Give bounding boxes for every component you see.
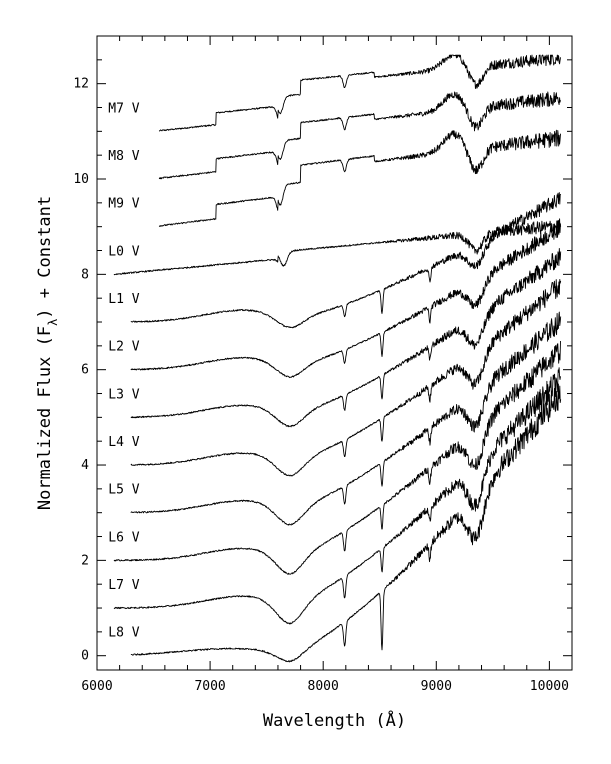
series-label: L8 V xyxy=(108,626,139,641)
series-label: L0 V xyxy=(108,244,139,259)
x-tick-label: 6000 xyxy=(81,679,112,694)
y-axis-title-tail: ) + Constant xyxy=(35,196,55,319)
series-label: L1 V xyxy=(108,292,139,307)
y-tick-label: 4 xyxy=(81,458,89,473)
x-tick-label: 9000 xyxy=(421,679,452,694)
series-label: M9 V xyxy=(108,197,139,212)
series-label: L5 V xyxy=(108,483,139,498)
y-axis-title: Normalized Flux (Fλ) + Constant xyxy=(35,196,60,510)
x-tick-label: 10000 xyxy=(530,679,569,694)
series-label: L6 V xyxy=(108,530,139,545)
x-tick-label: 8000 xyxy=(308,679,339,694)
x-axis-title: Wavelength (Å) xyxy=(263,709,406,731)
x-tick-label: 7000 xyxy=(194,679,225,694)
spectrum-line-m9-v xyxy=(158,129,561,227)
y-tick-label: 0 xyxy=(81,649,89,664)
series-label: M7 V xyxy=(108,101,139,116)
series-label: M8 V xyxy=(108,149,139,164)
spectra-series-group xyxy=(113,54,562,663)
spectrum-line-l7-v xyxy=(113,367,561,625)
spectrum-line-l6-v xyxy=(113,340,561,575)
spectrum-line-l8-v xyxy=(130,383,562,663)
spectrum-line-l2-v xyxy=(130,219,562,379)
series-label: L3 V xyxy=(108,387,139,402)
y-tick-label: 2 xyxy=(81,553,89,568)
spectrum-line-l1-v xyxy=(130,192,562,329)
y-axis-title-main: Normalized Flux (F xyxy=(35,326,55,510)
spectrum-line-l5-v xyxy=(130,311,562,526)
y-tick-label: 8 xyxy=(81,267,89,282)
plot-frame xyxy=(96,35,573,671)
spectrum-line-m7-v xyxy=(158,54,561,132)
series-labels-group: M7 V M8 V M9 V L0 V L1 V L2 V L3 V L4 V L5 V L6 V… xyxy=(108,101,139,640)
spectrum-line-l4-v xyxy=(130,278,562,477)
y-axis-title-subscript: λ xyxy=(46,319,60,326)
y-tick-label: 12 xyxy=(73,77,89,92)
y-tick-label: 6 xyxy=(81,363,89,378)
y-tick-label: 10 xyxy=(73,172,89,187)
spectrum-line-l0-v xyxy=(113,218,561,276)
series-label: L7 V xyxy=(108,578,139,593)
spectrum-line-m8-v xyxy=(158,91,561,180)
series-label: L4 V xyxy=(108,435,139,450)
spectrum-line-l3-v xyxy=(130,248,562,428)
x-axis-ticks: 6000 7000 8000 9000 10000 xyxy=(81,36,573,694)
y-axis-ticks: 0 2 4 6 8 10 12 xyxy=(73,59,572,664)
series-label: L2 V xyxy=(108,340,139,355)
